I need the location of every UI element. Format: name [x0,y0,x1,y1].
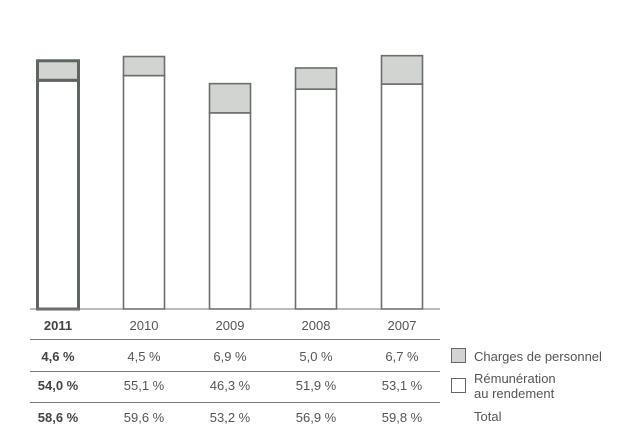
table-cell-remuneration-2009: 46,3 % [209,378,251,393]
table-rule-remuneration [30,402,440,403]
bar-remuneration-2009 [208,112,252,310]
bar-remuneration-2007 [380,83,424,310]
year-label-2010: 2010 [129,318,159,333]
table-cell-total-2009: 53,2 % [209,410,251,425]
table-cell-total-2010: 59,6 % [123,410,165,425]
table-cell-remuneration-2011: 54,0 % [37,378,79,393]
table-cell-charges-2009: 6,9 % [213,349,247,364]
legend-swatch-charges [451,348,466,363]
table-cell-charges-2007: 6,7 % [385,349,419,364]
table-cell-charges-2008: 5,0 % [299,349,333,364]
year-label-2009: 2009 [215,318,245,333]
bar-charges-2008 [294,67,338,90]
year-label-2011: 2011 [43,318,73,333]
bar-remuneration-2011 [36,78,80,311]
year-label-2008: 2008 [301,318,331,333]
bar-charges-2010 [122,55,166,77]
bar-charges-2009 [208,82,252,114]
legend-label-remuneration-line1: Rémunération [474,371,556,386]
table-cell-total-2008: 56,9 % [295,410,337,425]
bar-remuneration-2008 [294,88,338,310]
bar-remuneration-2010 [122,74,166,310]
table-cell-total-2011: 58,6 % [37,410,79,425]
bar-charges-2007 [380,54,424,85]
bar-charges-2011 [36,59,80,82]
bar-group [36,54,424,311]
year-label-2007: 2007 [387,318,417,333]
table-cell-remuneration-2007: 53,1 % [381,378,423,393]
table-rule-charges [30,371,440,372]
table-cell-remuneration-2010: 55,1 % [123,378,165,393]
table-rule-header [30,339,440,340]
legend-label-charges: Charges de personnel [474,349,602,364]
legend-label-total: Total [474,409,502,424]
table-cell-charges-2011: 4,6 % [41,349,75,364]
table-cell-charges-2010: 4,5 % [127,349,161,364]
table-cell-total-2007: 59,8 % [381,410,423,425]
legend-label-remuneration-line2: au rendement [474,386,555,401]
legend-swatch-remuneration [451,378,466,393]
table-cell-remuneration-2008: 51,9 % [295,378,337,393]
